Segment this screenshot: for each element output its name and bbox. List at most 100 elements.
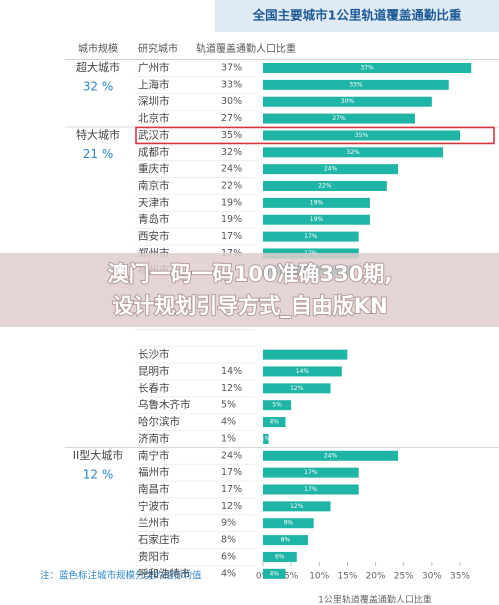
city-label: 北京市 bbox=[138, 112, 170, 125]
bar-label: 35% bbox=[355, 132, 369, 139]
banner-text: 澳门一码一码100准确330期, bbox=[108, 262, 393, 286]
overlay-banner bbox=[0, 253, 499, 327]
bar bbox=[263, 79, 449, 90]
footnote: 注：蓝色标注城市规模分类的指标均值 bbox=[40, 570, 202, 582]
bar-label: 12% bbox=[290, 503, 304, 510]
city-label: 昆明市 bbox=[138, 364, 170, 377]
bar bbox=[263, 450, 399, 461]
bar bbox=[263, 383, 331, 394]
value-label: 12% bbox=[221, 501, 242, 512]
city-label: 长春市 bbox=[138, 381, 170, 394]
group-mean: 32 % bbox=[83, 80, 114, 94]
city-label: 济南市 bbox=[138, 432, 170, 445]
city-label: 长沙市 bbox=[138, 348, 170, 361]
city-label: 重庆市 bbox=[138, 162, 170, 175]
column-header: 轨道覆盖通勤人口比重 bbox=[196, 42, 296, 55]
value-label: 22% bbox=[221, 181, 242, 192]
bar-label: 4% bbox=[269, 570, 279, 577]
highlight-box bbox=[135, 126, 495, 145]
group-mean: 21 % bbox=[83, 147, 114, 161]
x-tick-label: 30% bbox=[422, 572, 442, 582]
x-tick-label: 5% bbox=[284, 572, 299, 582]
bar bbox=[263, 551, 297, 562]
value-label: 37% bbox=[221, 63, 242, 74]
city-label: 贵阳市 bbox=[138, 550, 170, 563]
group-label: II型大城市 bbox=[73, 448, 124, 462]
bar bbox=[263, 518, 314, 529]
bar-label: 5% bbox=[272, 402, 282, 409]
city-label: 呼和浩特市 bbox=[138, 567, 191, 580]
value-label: 9% bbox=[221, 518, 236, 529]
bar-label: 9% bbox=[284, 520, 294, 527]
bar-label: 14% bbox=[296, 368, 310, 375]
city-label: 南京市 bbox=[138, 179, 170, 192]
bar-label: 17% bbox=[304, 486, 318, 493]
column-header: 研究城市 bbox=[138, 42, 178, 55]
city-label: 广州市 bbox=[138, 61, 170, 74]
bar bbox=[263, 366, 342, 377]
city-label: 乌鲁木齐市 bbox=[138, 398, 191, 411]
city-label: 宁波市 bbox=[138, 499, 170, 512]
column-header: 城市规模 bbox=[78, 42, 118, 55]
value-label: 19% bbox=[221, 214, 242, 225]
bar bbox=[263, 501, 331, 512]
bar-label: 17% bbox=[304, 469, 318, 476]
bar bbox=[263, 535, 309, 546]
group-label: 超大城市 bbox=[76, 60, 120, 74]
bar bbox=[263, 147, 444, 158]
city-label: 西安市 bbox=[138, 230, 170, 243]
x-axis-title: 1公里轨道覆盖通勤人口比重 bbox=[318, 594, 432, 605]
bar-label: 32% bbox=[346, 149, 360, 156]
bar bbox=[263, 433, 269, 444]
x-tick-label: 35% bbox=[450, 572, 470, 582]
x-tick-label: 20% bbox=[366, 572, 386, 582]
bar-label: 1% bbox=[261, 435, 271, 442]
value-label: 32% bbox=[221, 147, 242, 158]
bar bbox=[263, 349, 348, 360]
bar bbox=[263, 484, 359, 495]
value-label: 17% bbox=[221, 484, 242, 495]
city-label: 石家庄市 bbox=[138, 533, 180, 546]
bar bbox=[263, 63, 472, 73]
city-label: 兰州市 bbox=[138, 516, 170, 529]
bar-label: 30% bbox=[341, 98, 355, 105]
bar-label: 8% bbox=[281, 537, 291, 544]
value-label: 27% bbox=[221, 113, 242, 124]
city-label: 成都市 bbox=[138, 145, 170, 158]
value-label: 5% bbox=[221, 400, 236, 411]
bar bbox=[263, 130, 460, 141]
banner-text: 设计规划引导方式_自由版KN bbox=[112, 294, 387, 318]
title-bg bbox=[215, 0, 499, 32]
value-label: 8% bbox=[221, 535, 236, 546]
value-label: 1% bbox=[221, 433, 236, 444]
bar-label: 24% bbox=[324, 166, 338, 173]
group-label: 特大城市 bbox=[76, 127, 120, 141]
bar bbox=[263, 417, 286, 428]
value-label: 6% bbox=[221, 551, 236, 562]
value-label: 17% bbox=[221, 467, 242, 478]
value-label: 30% bbox=[221, 96, 242, 107]
bar bbox=[263, 231, 359, 242]
value-label: 19% bbox=[221, 197, 242, 208]
bar bbox=[263, 467, 359, 478]
city-label: 上海市 bbox=[138, 78, 170, 91]
group-mean: 12 % bbox=[83, 467, 114, 481]
value-label: 12% bbox=[221, 383, 242, 394]
value-label: 4% bbox=[221, 417, 236, 428]
bar bbox=[263, 197, 370, 208]
city-label: 武汉市 bbox=[138, 128, 170, 141]
bar bbox=[263, 96, 432, 107]
bar bbox=[263, 164, 399, 175]
bar bbox=[263, 214, 370, 225]
bar-label: 27% bbox=[332, 115, 346, 122]
value-label: 24% bbox=[221, 164, 242, 175]
city-label: 天津市 bbox=[138, 196, 170, 209]
city-label: 南宁市 bbox=[138, 449, 170, 462]
value-label: 24% bbox=[221, 450, 242, 461]
chart-title: 全国主要城市1公里轨道覆盖通勤比重 bbox=[252, 8, 462, 23]
bar-label: 19% bbox=[310, 199, 324, 206]
bar-label: 37% bbox=[360, 65, 374, 72]
value-label: 4% bbox=[221, 568, 236, 579]
value-label: 14% bbox=[221, 366, 242, 377]
